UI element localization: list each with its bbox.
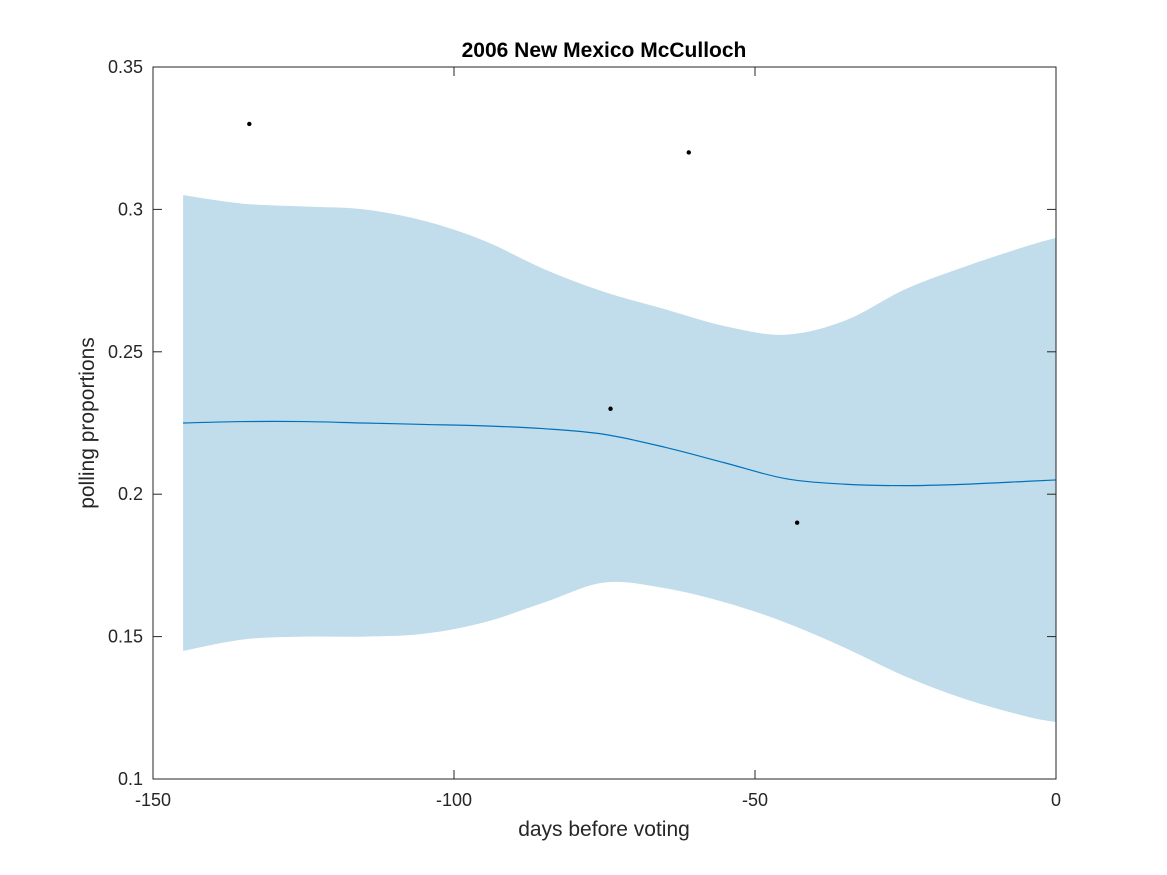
poll-points-layer xyxy=(247,121,800,525)
x-tick-label: -100 xyxy=(436,790,472,810)
y-tick-label: 0.3 xyxy=(118,199,143,219)
y-tick-label: 0.25 xyxy=(108,342,143,362)
x-axis-label: days before voting xyxy=(518,818,690,841)
poll-point xyxy=(247,121,252,127)
poll-point xyxy=(686,150,691,155)
poll-point xyxy=(608,406,613,411)
x-tick-label: 0 xyxy=(1051,790,1061,810)
chart-title: 2006 New Mexico McCulloch xyxy=(462,39,747,62)
x-tick-label: -150 xyxy=(135,790,171,810)
y-tick-label: 0.15 xyxy=(108,627,143,647)
y-tick-label: 0.1 xyxy=(118,769,143,789)
axes-box xyxy=(152,66,1057,780)
confidence-band xyxy=(183,195,1057,723)
y-tick-label: 0.35 xyxy=(108,57,143,77)
trend-line xyxy=(183,420,1057,487)
x-axis-ticks: -150 -100 -50 0 xyxy=(135,67,1061,810)
x-tick-label: -50 xyxy=(742,790,768,810)
y-tick-label: 0.2 xyxy=(118,484,143,504)
trend-line-layer xyxy=(183,420,1057,487)
y-axis-label: polling proportions xyxy=(76,337,99,509)
confidence-band-layer xyxy=(183,195,1057,723)
y-axis-ticks: 0.1 0.15 0.2 0.25 0.3 0.35 xyxy=(108,57,1056,789)
poll-point xyxy=(794,520,800,525)
